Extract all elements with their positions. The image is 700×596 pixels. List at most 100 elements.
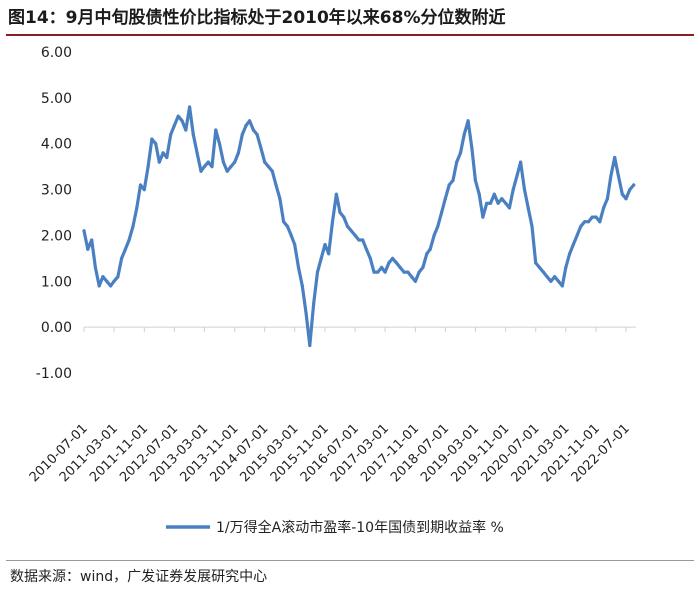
data-point — [515, 174, 519, 178]
data-point — [485, 201, 489, 205]
data-point — [398, 265, 402, 270]
data-point — [202, 165, 206, 169]
data-point — [150, 137, 154, 141]
data-point — [308, 343, 312, 348]
data-point — [466, 119, 470, 123]
data-point — [421, 265, 425, 270]
data-point — [410, 275, 414, 279]
data-point — [376, 270, 380, 274]
legend-label: 1/万得全A滚动市盈率-10年国债到期收益率 % — [216, 519, 504, 536]
data-point — [609, 174, 613, 178]
data-point — [304, 311, 308, 315]
data-point — [496, 201, 500, 205]
data-point — [116, 275, 120, 279]
data-point — [586, 220, 591, 224]
data-point — [492, 192, 496, 196]
data-point — [270, 169, 274, 173]
data-point — [556, 279, 561, 283]
data-point — [564, 265, 568, 270]
y-tick-label: 5.00 — [41, 91, 72, 107]
data-point — [473, 178, 477, 182]
data-point — [534, 261, 538, 265]
data-point — [184, 128, 188, 132]
data-point — [338, 210, 342, 215]
data-point — [221, 160, 225, 164]
data-point — [206, 160, 210, 164]
data-point — [447, 183, 451, 187]
data-point — [500, 197, 504, 201]
data-point — [293, 243, 297, 247]
data-point — [590, 215, 594, 219]
data-point — [387, 261, 391, 265]
data-point — [131, 224, 135, 228]
data-point — [406, 270, 410, 274]
data-point — [97, 284, 101, 288]
data-point — [312, 302, 316, 306]
data-point — [428, 247, 432, 251]
data-point — [579, 224, 583, 228]
data-point — [236, 151, 240, 155]
data-point — [330, 220, 335, 224]
data-point — [172, 123, 176, 127]
data-point — [274, 183, 278, 187]
data-point — [541, 270, 546, 274]
data-point — [380, 265, 384, 270]
data-point — [296, 265, 301, 270]
data-point — [624, 197, 628, 201]
data-point — [537, 265, 542, 270]
data-point — [214, 128, 218, 132]
title-underline — [6, 34, 694, 36]
data-point — [402, 270, 406, 274]
data-point — [372, 270, 376, 274]
data-point — [602, 206, 606, 210]
data-point — [266, 165, 271, 169]
data-point — [628, 188, 632, 192]
data-point — [217, 142, 222, 146]
data-point — [248, 119, 252, 123]
data-point — [462, 132, 466, 137]
y-tick-label: 6.00 — [41, 45, 72, 61]
data-point — [142, 188, 146, 192]
data-point — [432, 233, 436, 237]
data-point — [191, 132, 195, 137]
data-point — [146, 165, 150, 169]
data-point — [285, 224, 289, 228]
data-point — [616, 174, 621, 178]
data-point — [135, 206, 139, 210]
data-point — [477, 192, 481, 196]
data-point — [425, 252, 429, 256]
data-point — [440, 210, 444, 215]
y-tick-label: 4.00 — [41, 137, 72, 153]
data-point — [357, 238, 361, 242]
data-point — [157, 160, 161, 164]
data-point — [571, 243, 575, 247]
data-point — [289, 233, 293, 237]
data-point — [530, 224, 534, 228]
data-point — [176, 114, 180, 118]
data-point — [259, 146, 263, 150]
data-source-note: 数据来源：wind，广发证券发展研究中心 — [10, 569, 268, 585]
data-point — [315, 270, 320, 274]
data-point — [127, 238, 131, 242]
data-point — [210, 165, 214, 169]
data-point — [251, 128, 255, 132]
data-point — [138, 183, 143, 187]
data-point — [342, 215, 346, 219]
data-point — [361, 238, 365, 242]
line-chart: 6.005.004.003.002.001.000.00-1.002010-07… — [27, 45, 636, 536]
data-point — [334, 192, 338, 196]
footer-divider — [6, 560, 694, 561]
chart-figure-title: 图14：9月中旬股债性价比指标处于2010年以来68%分位数附近 — [8, 8, 506, 28]
data-point — [195, 151, 199, 155]
data-point — [323, 243, 327, 247]
data-point — [488, 201, 493, 205]
data-point — [112, 279, 116, 283]
data-point — [180, 119, 184, 123]
chart-area: 6.00 5.00 4.00 3.00 2.00 1.00 0.00 -1.00 2010-07… — [0, 36, 700, 556]
data-point — [383, 270, 387, 274]
data-point — [109, 284, 113, 288]
data-point — [120, 256, 124, 260]
data-point — [451, 178, 455, 182]
data-point — [553, 275, 557, 279]
data-point — [368, 256, 372, 260]
